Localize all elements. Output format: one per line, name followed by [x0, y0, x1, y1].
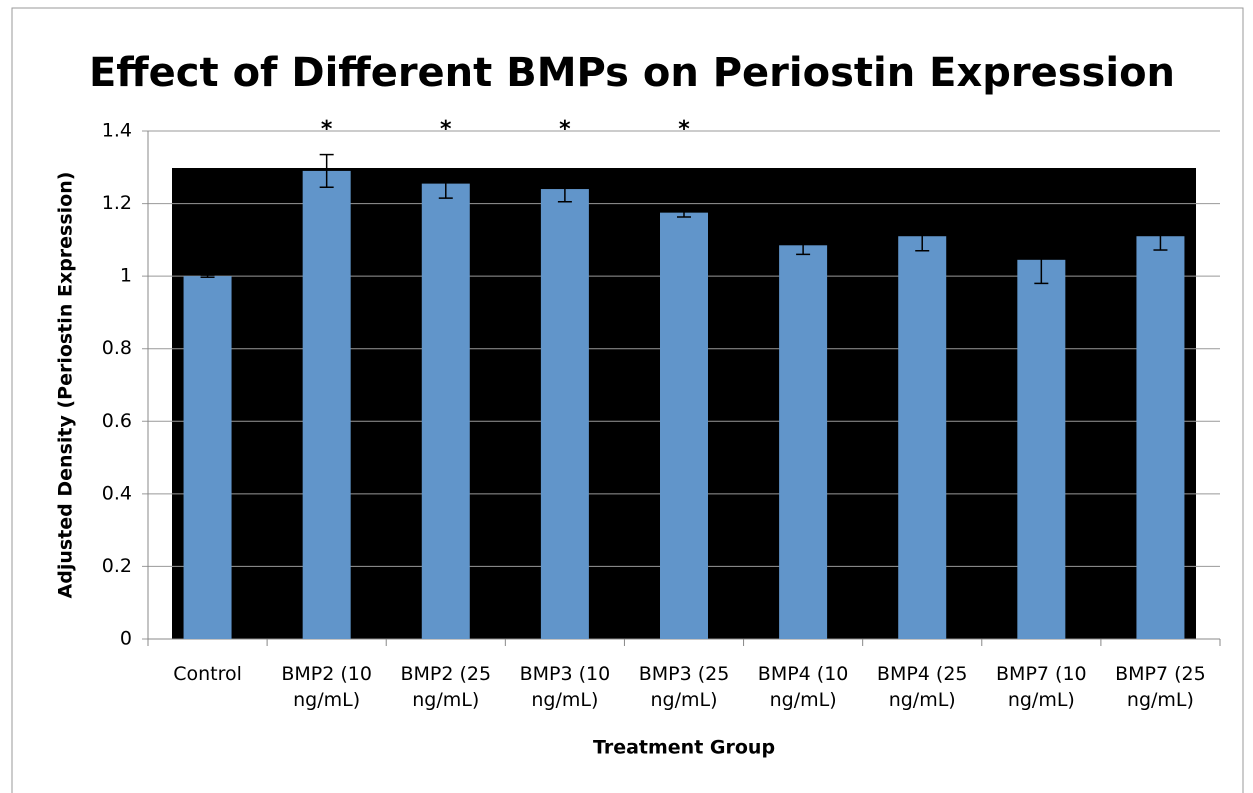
- bar: [660, 212, 708, 639]
- error-bar: [1153, 221, 1168, 251]
- bar: [779, 245, 828, 640]
- x-tick-label: BMP2 (25 ng/mL): [400, 663, 492, 711]
- y-tick-label: 1: [120, 265, 132, 287]
- error-bar: [915, 220, 930, 252]
- error-bar: [557, 175, 572, 203]
- error-bar: [438, 168, 453, 199]
- significance-mark: *: [321, 117, 333, 142]
- error-bar: [1034, 235, 1049, 285]
- error-bar: [200, 274, 215, 278]
- bar: [1136, 236, 1185, 639]
- bar: [1017, 259, 1066, 639]
- y-tick-label: 0.8: [102, 337, 132, 359]
- y-axis-label: Adjusted Density (Periostin Expression): [55, 172, 77, 599]
- bar: [421, 183, 470, 639]
- x-tick-label: BMP4 (10 ng/mL): [757, 663, 849, 711]
- x-tick-label: BMP4 (25 ng/mL): [876, 663, 968, 711]
- bar: [540, 189, 589, 640]
- y-tick-label: 0.2: [102, 555, 132, 577]
- error-bar: [677, 207, 691, 218]
- x-tick-label: Control: [173, 663, 242, 685]
- bar: [302, 170, 351, 639]
- significance-mark: *: [559, 117, 571, 142]
- x-axis-label: Treatment Group: [593, 737, 775, 759]
- bar: [183, 276, 232, 639]
- y-tick-label: 0: [120, 628, 132, 650]
- bar: [898, 236, 947, 639]
- x-tick-label: BMP3 (10 ng/mL): [519, 663, 611, 711]
- x-tick-label: BMP2 (10 ng/mL): [281, 663, 372, 711]
- y-tick-label: 1.2: [102, 192, 132, 214]
- error-bar: [796, 235, 811, 256]
- y-tick-label: 0.6: [102, 410, 132, 432]
- significance-mark: *: [440, 117, 452, 142]
- x-tick-label: BMP3 (25 ng/mL): [638, 663, 730, 711]
- chart-title: Effect of Different BMPs on Periostin Ex…: [89, 50, 1175, 96]
- significance-mark: *: [678, 117, 690, 142]
- x-tick-label: BMP7 (10 ng/mL): [996, 663, 1087, 711]
- error-bar: [319, 153, 334, 188]
- y-tick-label: 0.4: [102, 482, 132, 504]
- y-tick-label: 1.4: [102, 120, 132, 142]
- x-tick-label: BMP7 (25 ng/mL): [1115, 663, 1206, 711]
